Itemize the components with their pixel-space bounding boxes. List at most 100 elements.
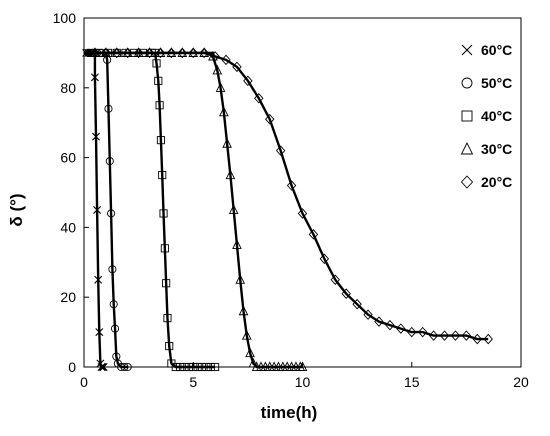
data-point-diamond xyxy=(396,323,406,334)
data-point-circle xyxy=(123,362,132,372)
data-point-diamond xyxy=(199,47,209,59)
data-point-diamond xyxy=(308,229,319,240)
legend-marker-cross xyxy=(461,44,473,56)
legend-marker-triangle xyxy=(460,141,474,155)
data-point-circle xyxy=(108,265,117,274)
y-tick-label: 40 xyxy=(60,219,76,235)
y-axis-ticks: 0 20 40 60 80 100 xyxy=(53,10,89,375)
fit-curves xyxy=(84,51,489,369)
data-point-diamond xyxy=(210,51,220,62)
data-point-cross xyxy=(98,363,107,371)
data-point-square xyxy=(155,101,164,110)
data-point-square xyxy=(163,314,172,323)
data-point-diamond xyxy=(330,274,340,286)
fit-curve-circle xyxy=(84,51,128,369)
data-point-diamond xyxy=(232,61,242,73)
legend-marker-circle xyxy=(461,77,473,89)
data-point-triangle xyxy=(245,347,255,358)
data-point-square xyxy=(202,362,211,372)
data-point-triangle xyxy=(90,47,100,57)
data-point-square xyxy=(160,244,169,253)
data-point-diamond xyxy=(428,330,439,341)
data-point-triangle xyxy=(177,47,188,57)
data-point-square xyxy=(159,209,168,218)
data-point-diamond xyxy=(177,47,188,59)
data-point-square xyxy=(152,59,161,68)
data-point-triangle xyxy=(155,47,166,57)
data-point-triangle xyxy=(222,138,232,148)
data-point-diamond xyxy=(101,47,111,59)
fit-curve-triangle xyxy=(84,51,303,369)
data-point-cross xyxy=(90,73,99,82)
data-point-triangle xyxy=(241,329,252,340)
data-point-diamond xyxy=(275,145,286,156)
data-point-triangle xyxy=(144,47,155,57)
data-point-circle xyxy=(117,362,126,372)
data-point-cross xyxy=(93,205,102,214)
data-point-diamond xyxy=(374,316,384,327)
data-point-diamond xyxy=(385,319,395,331)
data-point-diamond xyxy=(265,113,275,125)
fit-curve-diamond xyxy=(84,51,489,341)
data-point-triangle xyxy=(232,239,242,249)
data-point-triangle xyxy=(297,361,308,372)
y-tick-label: 60 xyxy=(60,150,76,166)
fit-curve-cross xyxy=(84,51,104,369)
x-tick-label: 0 xyxy=(80,374,88,390)
data-point-square xyxy=(180,362,189,372)
legend-label: 40°C xyxy=(481,108,512,124)
x-tick-label: 5 xyxy=(189,374,197,390)
x-tick-label: 20 xyxy=(513,374,529,390)
fit-curve-square xyxy=(84,51,216,369)
data-point-square xyxy=(171,362,180,372)
data-point-square xyxy=(156,136,165,145)
data-point-square xyxy=(176,362,185,372)
data-point-circle xyxy=(110,324,120,333)
data-point-diamond xyxy=(112,47,122,59)
x-tick-label: 15 xyxy=(404,374,420,390)
data-point-diamond xyxy=(133,47,144,59)
legend-marker-diamond xyxy=(460,175,474,189)
data-point-triangle xyxy=(219,106,229,117)
data-point-square xyxy=(193,362,202,372)
data-point-square xyxy=(184,362,193,372)
data-point-diamond xyxy=(166,47,177,59)
data-point-square xyxy=(154,76,163,85)
plot-area-frame xyxy=(83,17,522,368)
legend-marker-square xyxy=(461,110,473,122)
y-tick-label: 0 xyxy=(68,359,76,375)
x-axis-title: time(h) xyxy=(261,403,318,422)
data-point-diamond xyxy=(221,54,231,66)
data-point-triangle xyxy=(248,357,259,368)
data-point-diamond xyxy=(243,75,253,87)
y-axis-title: δ (°) xyxy=(7,193,26,226)
data-point-diamond xyxy=(483,333,493,345)
y-tick-label: 80 xyxy=(60,80,76,96)
data-point-circle xyxy=(104,104,113,113)
x-tick-label: 10 xyxy=(295,374,311,390)
legend: 60°C 50°C 40°C 30°C 20°C xyxy=(460,42,512,190)
data-point-triangle xyxy=(238,305,249,316)
data-point-triangle xyxy=(133,47,144,57)
data-point-triangle xyxy=(166,47,177,57)
data-point-cross xyxy=(94,275,103,284)
x-axis-ticks: 0 5 10 15 20 xyxy=(80,362,529,390)
data-point-diamond xyxy=(297,208,308,219)
data-point-diamond xyxy=(286,180,297,191)
data-point-diamond xyxy=(417,326,428,338)
data-point-diamond xyxy=(450,330,461,341)
data-point-triangle xyxy=(188,47,199,57)
data-point-square xyxy=(158,170,167,180)
data-point-diamond xyxy=(407,326,417,338)
data-points xyxy=(82,47,493,372)
data-point-triangle xyxy=(199,47,210,57)
data-point-cross xyxy=(95,328,104,337)
data-point-diamond xyxy=(155,47,166,59)
data-point-diamond xyxy=(472,333,483,345)
data-point-cross xyxy=(92,132,101,141)
data-point-circle xyxy=(107,209,116,218)
data-point-diamond xyxy=(461,330,472,341)
legend-label: 30°C xyxy=(481,141,512,157)
data-point-diamond xyxy=(352,298,362,310)
